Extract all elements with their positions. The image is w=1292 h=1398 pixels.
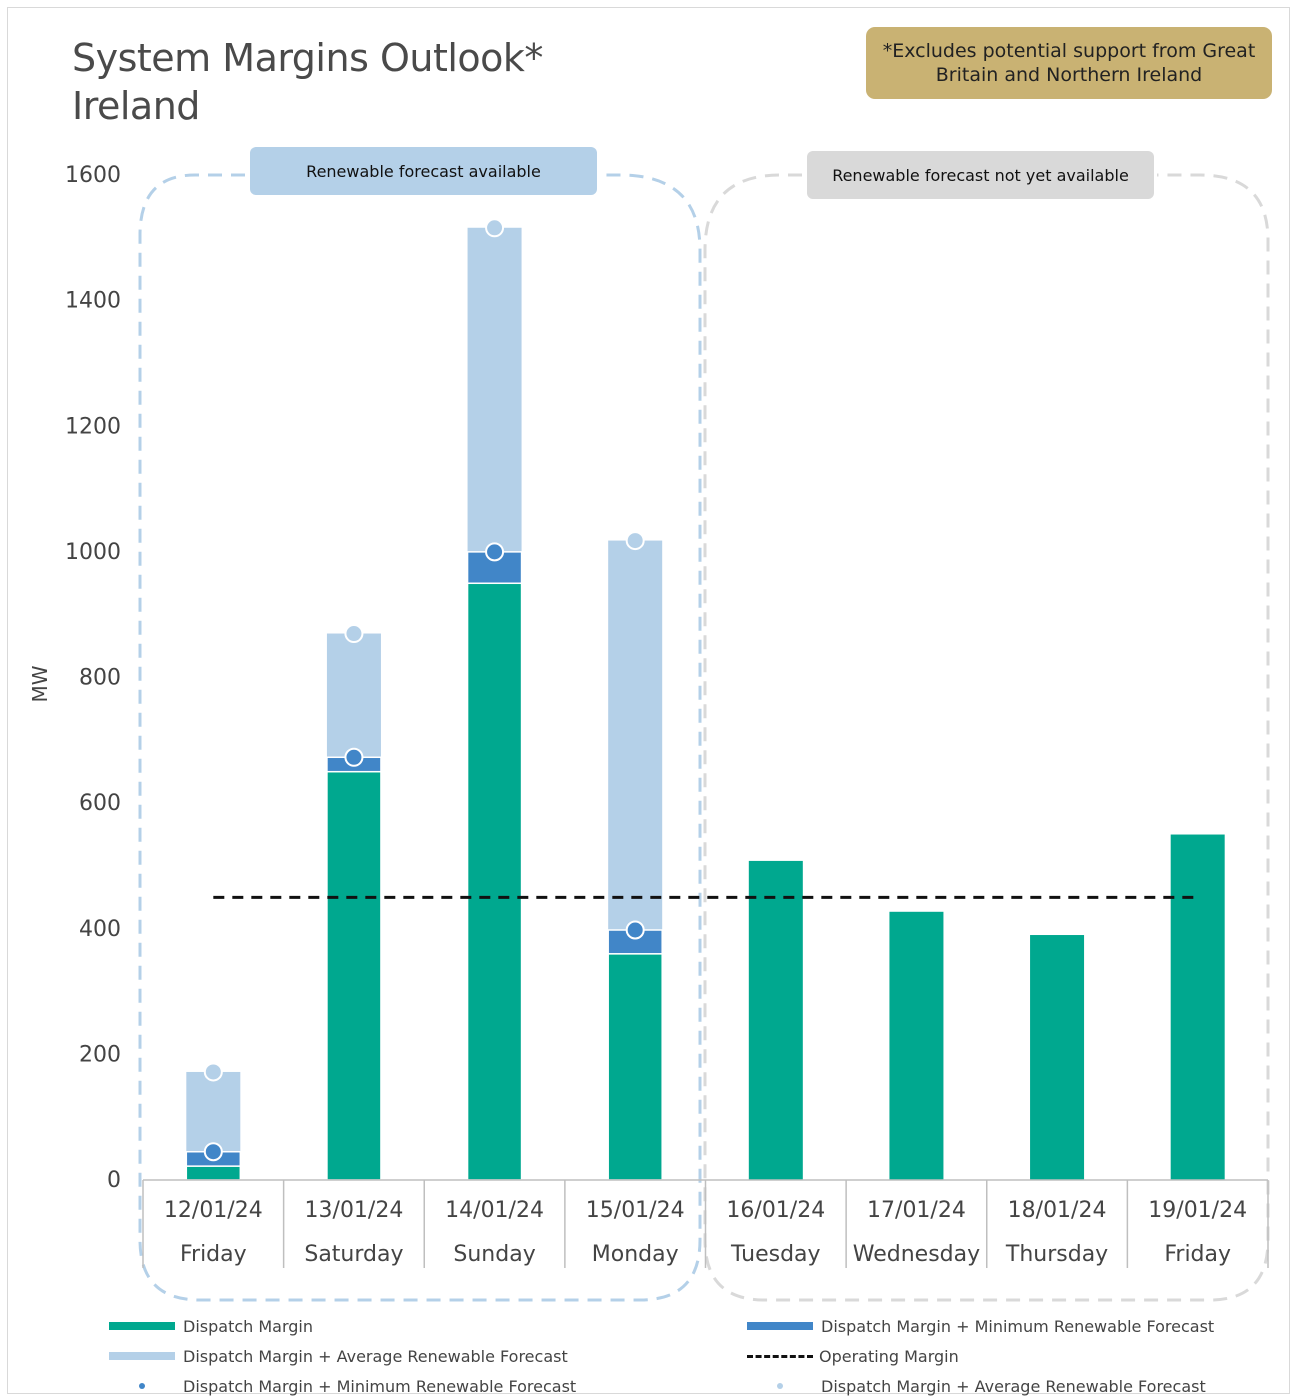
x-tick-label-date: 18/01/24	[1008, 1198, 1107, 1223]
legend-item-dispatch: Dispatch Margin	[109, 1314, 313, 1338]
legend-item-operating: Operating Margin	[747, 1344, 959, 1368]
legend-item-min-bar: Dispatch Margin + Minimum Renewable Fore…	[747, 1314, 1214, 1338]
legend-swatch-operating	[747, 1354, 813, 1358]
x-tick-label-date: 16/01/24	[726, 1198, 825, 1223]
x-tick-label-day: Wednesday	[853, 1242, 980, 1267]
chart-title: System Margins Outlook* Ireland	[72, 34, 543, 130]
y-tick-label: 1400	[65, 289, 121, 314]
x-tick-label-day: Tuesday	[730, 1242, 821, 1267]
bar-dispatch	[1030, 935, 1085, 1180]
marker-min-renewable	[485, 542, 505, 562]
marker-min-renewable	[344, 747, 364, 767]
bar-dispatch	[1170, 834, 1225, 1180]
bar-dispatch	[185, 1165, 242, 1181]
bar-avg-renewable	[467, 227, 522, 552]
bar-avg-renewable	[186, 1071, 241, 1152]
region-outline-available	[138, 173, 702, 1302]
marker-min-renewable	[203, 1142, 223, 1162]
legend-label-operating: Operating Margin	[819, 1346, 959, 1366]
y-tick-label: 1600	[65, 163, 121, 188]
bar-dispatch	[889, 911, 944, 1180]
y-tick-label: 400	[79, 917, 121, 942]
legend-label-avg-dot: Dispatch Margin + Average Renewable Fore…	[821, 1376, 1206, 1396]
y-tick-label: 1200	[65, 414, 121, 439]
legend-item-min-dot: Dispatch Margin + Minimum Renewable Fore…	[109, 1374, 576, 1398]
x-tick-label-date: 12/01/24	[164, 1198, 263, 1223]
exclusion-note: *Excludes potential support from Great B…	[866, 27, 1272, 99]
y-tick-label: 800	[79, 666, 121, 691]
x-tick-label-date: 15/01/24	[586, 1198, 685, 1223]
legend-swatch-min-bar	[747, 1322, 813, 1330]
legend-item-avg-dot: Dispatch Margin + Average Renewable Fore…	[747, 1374, 1206, 1398]
x-tick-label-day: Saturday	[304, 1242, 403, 1267]
y-tick-label: 600	[79, 791, 121, 816]
bar-dispatch	[607, 953, 663, 1181]
x-tick-label-day: Sunday	[453, 1242, 535, 1267]
chart-canvas: 0 200 400 600 800 1000 1200 1400 1600 12/01/24 Fri…	[65, 163, 1270, 1302]
legend-label-avg-bar: Dispatch Margin + Average Renewable Fore…	[183, 1346, 568, 1366]
marker-min-renewable	[625, 920, 645, 940]
legend-swatch-dispatch	[109, 1322, 175, 1330]
legend-label-dispatch: Dispatch Margin	[183, 1316, 314, 1336]
y-tick-label: 200	[79, 1042, 121, 1067]
region-label-available: Renewable forecast available	[250, 147, 597, 195]
legend-swatch-avg-bar	[109, 1352, 175, 1360]
marker-avg-renewable	[203, 1062, 223, 1082]
legend-label-min-bar: Dispatch Margin + Minimum Renewable Fore…	[821, 1316, 1215, 1336]
legend-swatch-avg-dot	[747, 1382, 813, 1390]
region-label-unavailable: Renewable forecast not yet available	[807, 151, 1154, 199]
chart-frame	[7, 7, 1290, 1394]
bar-avg-renewable	[608, 540, 663, 931]
region-outline-unavailable	[703, 173, 1270, 1302]
legend-swatch-min-dot	[109, 1382, 175, 1390]
legend-item-avg-bar: Dispatch Margin + Average Renewable Fore…	[109, 1344, 568, 1368]
x-tick-label-day: Thursday	[1005, 1242, 1108, 1267]
y-tick-label: 1000	[65, 540, 121, 565]
x-tick-label-day: Friday	[1164, 1242, 1231, 1267]
bar-dispatch	[466, 582, 523, 1181]
x-tick-label-date: 19/01/24	[1148, 1198, 1247, 1223]
x-tick-label-date: 17/01/24	[867, 1198, 966, 1223]
legend: Dispatch Margin Dispatch Margin + Averag…	[0, 1313, 1292, 1396]
bar-avg-renewable	[326, 633, 381, 758]
bar-dispatch	[748, 860, 803, 1180]
x-tick-label-date: 14/01/24	[445, 1198, 544, 1223]
x-tick-label-day: Friday	[180, 1242, 247, 1267]
marker-avg-renewable	[625, 531, 645, 551]
legend-label-min-dot: Dispatch Margin + Minimum Renewable Fore…	[183, 1376, 577, 1396]
marker-avg-renewable	[344, 624, 364, 644]
chart-title-line1: System Margins Outlook*	[72, 36, 543, 80]
x-tick-label-date: 13/01/24	[305, 1198, 404, 1223]
x-tick-label-day: Monday	[592, 1242, 679, 1267]
chart-title-line2: Ireland	[72, 84, 200, 128]
y-tick-label: 0	[107, 1168, 121, 1193]
bar-dispatch	[326, 770, 382, 1181]
marker-avg-renewable	[485, 218, 505, 238]
